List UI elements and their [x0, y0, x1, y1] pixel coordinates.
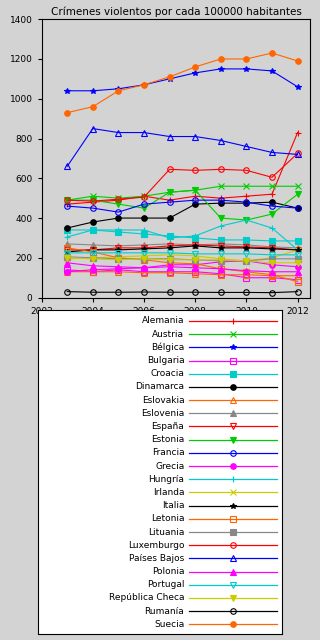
Text: Bélgica: Bélgica: [151, 342, 184, 352]
Text: Grecia: Grecia: [155, 461, 184, 470]
Text: Croacia: Croacia: [150, 369, 184, 378]
Text: Países Bajos: Países Bajos: [129, 554, 184, 563]
Text: España: España: [152, 422, 184, 431]
Text: Lituania: Lituania: [148, 527, 184, 536]
Text: Eslovakia: Eslovakia: [142, 396, 184, 404]
Title: Crímenes violentos por cada 100000 habitantes: Crímenes violentos por cada 100000 habit…: [51, 6, 301, 17]
Text: Rumanía: Rumanía: [145, 607, 184, 616]
Text: Portugal: Portugal: [147, 580, 184, 589]
Text: Luxemburgo: Luxemburgo: [128, 541, 184, 550]
Text: Estonia: Estonia: [151, 435, 184, 444]
Text: Suecia: Suecia: [154, 620, 184, 629]
Text: Polonia: Polonia: [152, 567, 184, 576]
Text: Alemania: Alemania: [142, 316, 184, 326]
Text: Francia: Francia: [152, 449, 184, 458]
Text: República Checa: República Checa: [109, 593, 184, 602]
Text: Hungría: Hungría: [148, 475, 184, 484]
Text: Eslovenia: Eslovenia: [141, 409, 184, 418]
Text: Bulgaria: Bulgaria: [147, 356, 184, 365]
Text: Irlanda: Irlanda: [153, 488, 184, 497]
Text: Austria: Austria: [152, 330, 184, 339]
Text: Letonia: Letonia: [151, 515, 184, 524]
Text: Italia: Italia: [162, 501, 184, 510]
Text: Dinamarca: Dinamarca: [135, 383, 184, 392]
